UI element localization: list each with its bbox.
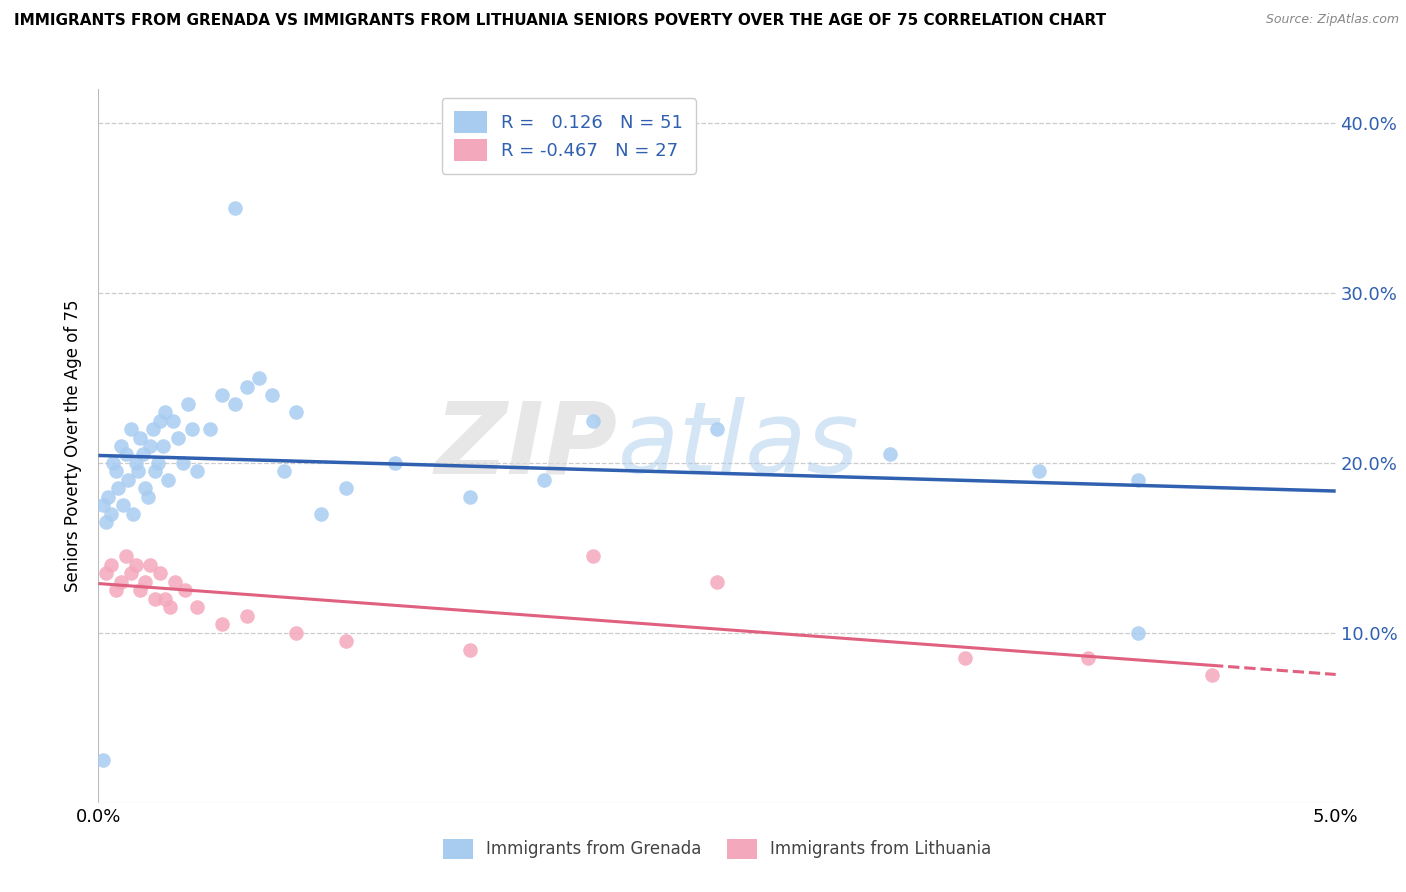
Point: [117, 473, 139, 487]
Legend: Immigrants from Grenada, Immigrants from Lithuania: Immigrants from Grenada, Immigrants from…: [436, 832, 998, 866]
Point: [94, 566, 117, 581]
Point: [273, 465, 295, 479]
Point: [1201, 668, 1223, 682]
Point: [181, 422, 204, 436]
Point: [172, 456, 194, 470]
Point: [198, 422, 221, 436]
Point: [139, 439, 162, 453]
Point: [384, 456, 406, 470]
Point: [114, 448, 136, 462]
Point: [104, 583, 127, 598]
Text: atlas: atlas: [619, 398, 859, 494]
Point: [110, 574, 132, 589]
Point: [706, 574, 728, 589]
Point: [149, 566, 172, 581]
Point: [162, 413, 184, 427]
Point: [156, 473, 179, 487]
Point: [533, 473, 555, 487]
Point: [120, 566, 142, 581]
Point: [100, 558, 122, 572]
Text: IMMIGRANTS FROM GRENADA VS IMMIGRANTS FROM LITHUANIA SENIORS POVERTY OVER THE AG: IMMIGRANTS FROM GRENADA VS IMMIGRANTS FR…: [14, 13, 1107, 29]
Point: [134, 482, 156, 496]
Point: [879, 448, 901, 462]
Point: [143, 591, 166, 606]
Point: [335, 482, 357, 496]
Point: [224, 396, 246, 410]
Point: [1077, 651, 1099, 665]
Point: [309, 507, 332, 521]
Point: [129, 583, 152, 598]
Point: [114, 549, 136, 564]
Point: [155, 405, 177, 419]
Point: [224, 201, 246, 215]
Point: [247, 371, 270, 385]
Point: [285, 626, 308, 640]
Point: [103, 456, 125, 470]
Point: [458, 490, 481, 504]
Point: [142, 422, 165, 436]
Point: [107, 482, 129, 496]
Point: [94, 516, 117, 530]
Point: [285, 405, 308, 419]
Point: [260, 388, 283, 402]
Point: [93, 753, 115, 767]
Point: [211, 617, 233, 632]
Point: [146, 456, 169, 470]
Point: [1028, 465, 1050, 479]
Point: [176, 396, 198, 410]
Point: [134, 574, 156, 589]
Point: [136, 490, 159, 504]
Point: [174, 583, 197, 598]
Point: [236, 608, 259, 623]
Text: Source: ZipAtlas.com: Source: ZipAtlas.com: [1265, 13, 1399, 27]
Point: [124, 558, 146, 572]
Point: [236, 379, 259, 393]
Y-axis label: Seniors Poverty Over the Age of 75: Seniors Poverty Over the Age of 75: [65, 300, 83, 592]
Point: [186, 465, 208, 479]
Point: [582, 549, 605, 564]
Point: [165, 574, 187, 589]
Point: [1126, 473, 1149, 487]
Point: [124, 456, 146, 470]
Text: ZIP: ZIP: [434, 398, 619, 494]
Point: [166, 430, 188, 444]
Point: [104, 465, 127, 479]
Point: [97, 490, 120, 504]
Point: [1126, 626, 1149, 640]
Point: [93, 499, 115, 513]
Point: [112, 499, 135, 513]
Point: [110, 439, 132, 453]
Point: [211, 388, 233, 402]
Point: [152, 439, 174, 453]
Point: [122, 507, 145, 521]
Point: [159, 600, 181, 615]
Point: [155, 591, 177, 606]
Point: [139, 558, 162, 572]
Point: [706, 422, 728, 436]
Point: [458, 643, 481, 657]
Point: [953, 651, 976, 665]
Point: [186, 600, 208, 615]
Point: [149, 413, 172, 427]
Point: [129, 430, 152, 444]
Point: [582, 413, 605, 427]
Point: [335, 634, 357, 648]
Point: [127, 465, 149, 479]
Point: [100, 507, 122, 521]
Point: [120, 422, 142, 436]
Point: [132, 448, 155, 462]
Point: [143, 465, 166, 479]
